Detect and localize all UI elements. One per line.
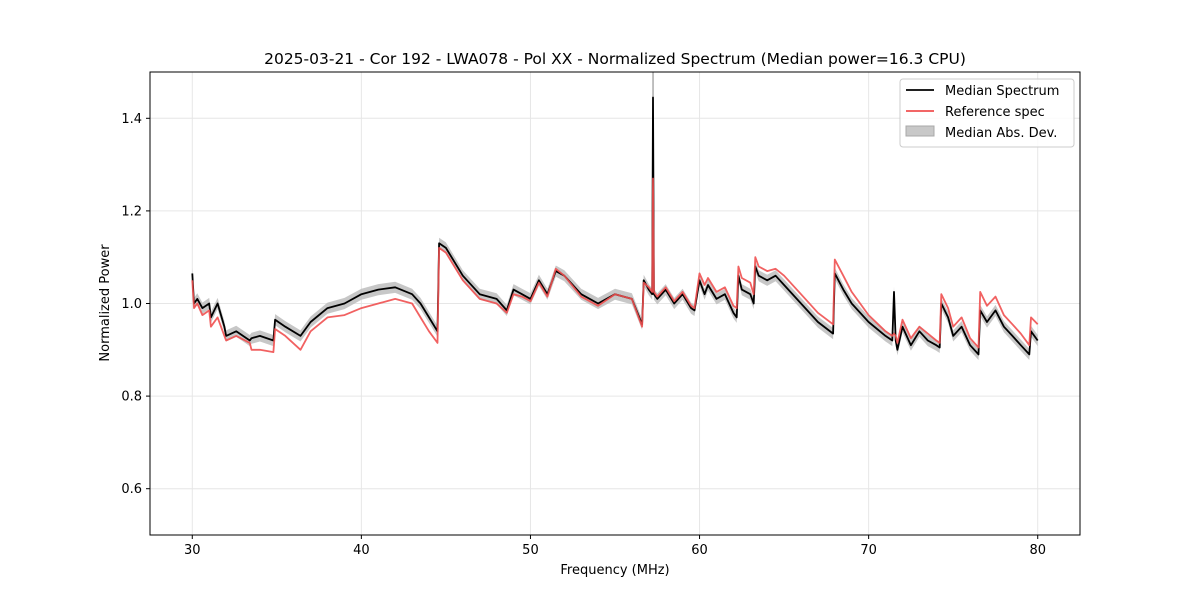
- mad-band-layer: [192, 72, 1038, 361]
- y-tick-label: 1.0: [121, 297, 142, 312]
- x-tick-label: 60: [691, 543, 708, 558]
- legend-mad-label: Median Abs. Dev.: [945, 126, 1057, 141]
- legend-box: [899, 78, 1075, 148]
- legend: Median Spectrum Reference spec Median Ab…: [899, 78, 1075, 148]
- series-layer: [191, 96, 1039, 356]
- x-axis-ticks: 30 40 50 60 70 80: [184, 535, 1046, 558]
- y-axis-ticks: 0.6 0.8 1.0 1.2 1.4: [121, 112, 150, 497]
- legend-median-label: Median Spectrum: [945, 84, 1059, 99]
- legend-reference-label: Reference spec: [945, 105, 1045, 120]
- y-axis-label: Normalized Power: [98, 244, 113, 362]
- y-tick-label: 1.2: [121, 204, 142, 219]
- x-tick-label: 30: [184, 543, 201, 558]
- x-tick-label: 50: [522, 543, 539, 558]
- legend-mad-swatch: [905, 125, 935, 137]
- x-tick-label: 40: [353, 543, 370, 558]
- y-tick-label: 0.8: [121, 390, 142, 405]
- reference-spec-line: [191, 177, 1039, 354]
- x-tick-label: 80: [1029, 543, 1046, 558]
- median-spectrum-line: [191, 96, 1039, 356]
- x-tick-label: 70: [860, 543, 877, 558]
- y-tick-label: 1.4: [121, 112, 142, 127]
- chart-title: 2025-03-21 - Cor 192 - LWA078 - Pol XX -…: [264, 50, 966, 68]
- y-tick-label: 0.6: [121, 482, 142, 497]
- x-axis-label: Frequency (MHz): [560, 563, 669, 578]
- mad-band: [192, 91, 1038, 361]
